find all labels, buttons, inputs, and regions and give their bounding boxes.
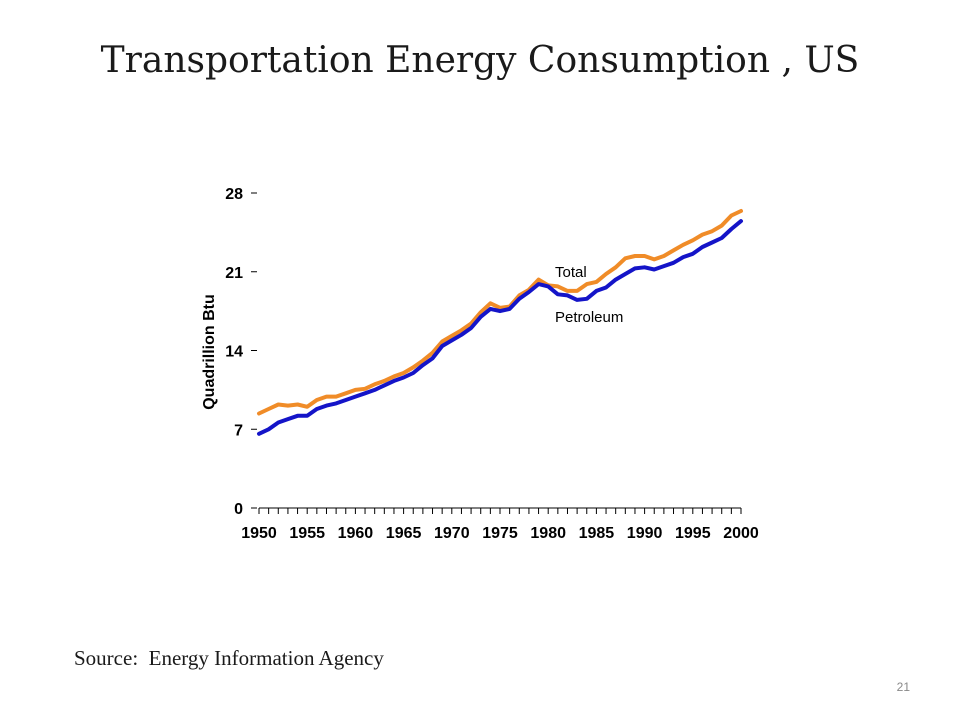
x-tick-label: 1980 <box>530 525 566 542</box>
page-number: 21 <box>896 680 910 694</box>
y-tick-label: 21 <box>225 265 243 282</box>
slide-title: Transportation Energy Consumption , US <box>100 40 860 81</box>
chart-series <box>257 209 743 436</box>
series-label-petroleum: Petroleum <box>555 309 623 326</box>
chart-axes: 0 7 14 21 28 1950 1955 1960 1965 1970 1975 1980 1985… <box>225 186 759 542</box>
x-tick-label: 1950 <box>241 525 277 542</box>
x-tick-label: 1985 <box>579 525 615 542</box>
source-citation: Source: Energy Information Agency <box>74 646 384 670</box>
y-tick-label: 14 <box>225 344 243 361</box>
x-tick-label: 1965 <box>386 525 422 542</box>
x-tick-label: 1975 <box>482 525 518 542</box>
series-line-petroleum <box>257 219 743 436</box>
x-tick-label: 2000 <box>723 525 759 542</box>
x-tick-label: 1990 <box>627 525 663 542</box>
y-tick-label: 0 <box>234 501 243 518</box>
x-tick-label: 1955 <box>289 525 325 542</box>
x-tick-label: 1970 <box>434 525 470 542</box>
y-axis-title: Quadrillion Btu <box>201 294 218 410</box>
series-label-total: Total <box>555 264 587 281</box>
y-tick-label: 28 <box>225 186 243 203</box>
y-tick-label: 7 <box>234 422 243 439</box>
x-tick-label: 1960 <box>338 525 374 542</box>
x-tick-label: 1995 <box>675 525 711 542</box>
series-line-total <box>257 209 743 416</box>
